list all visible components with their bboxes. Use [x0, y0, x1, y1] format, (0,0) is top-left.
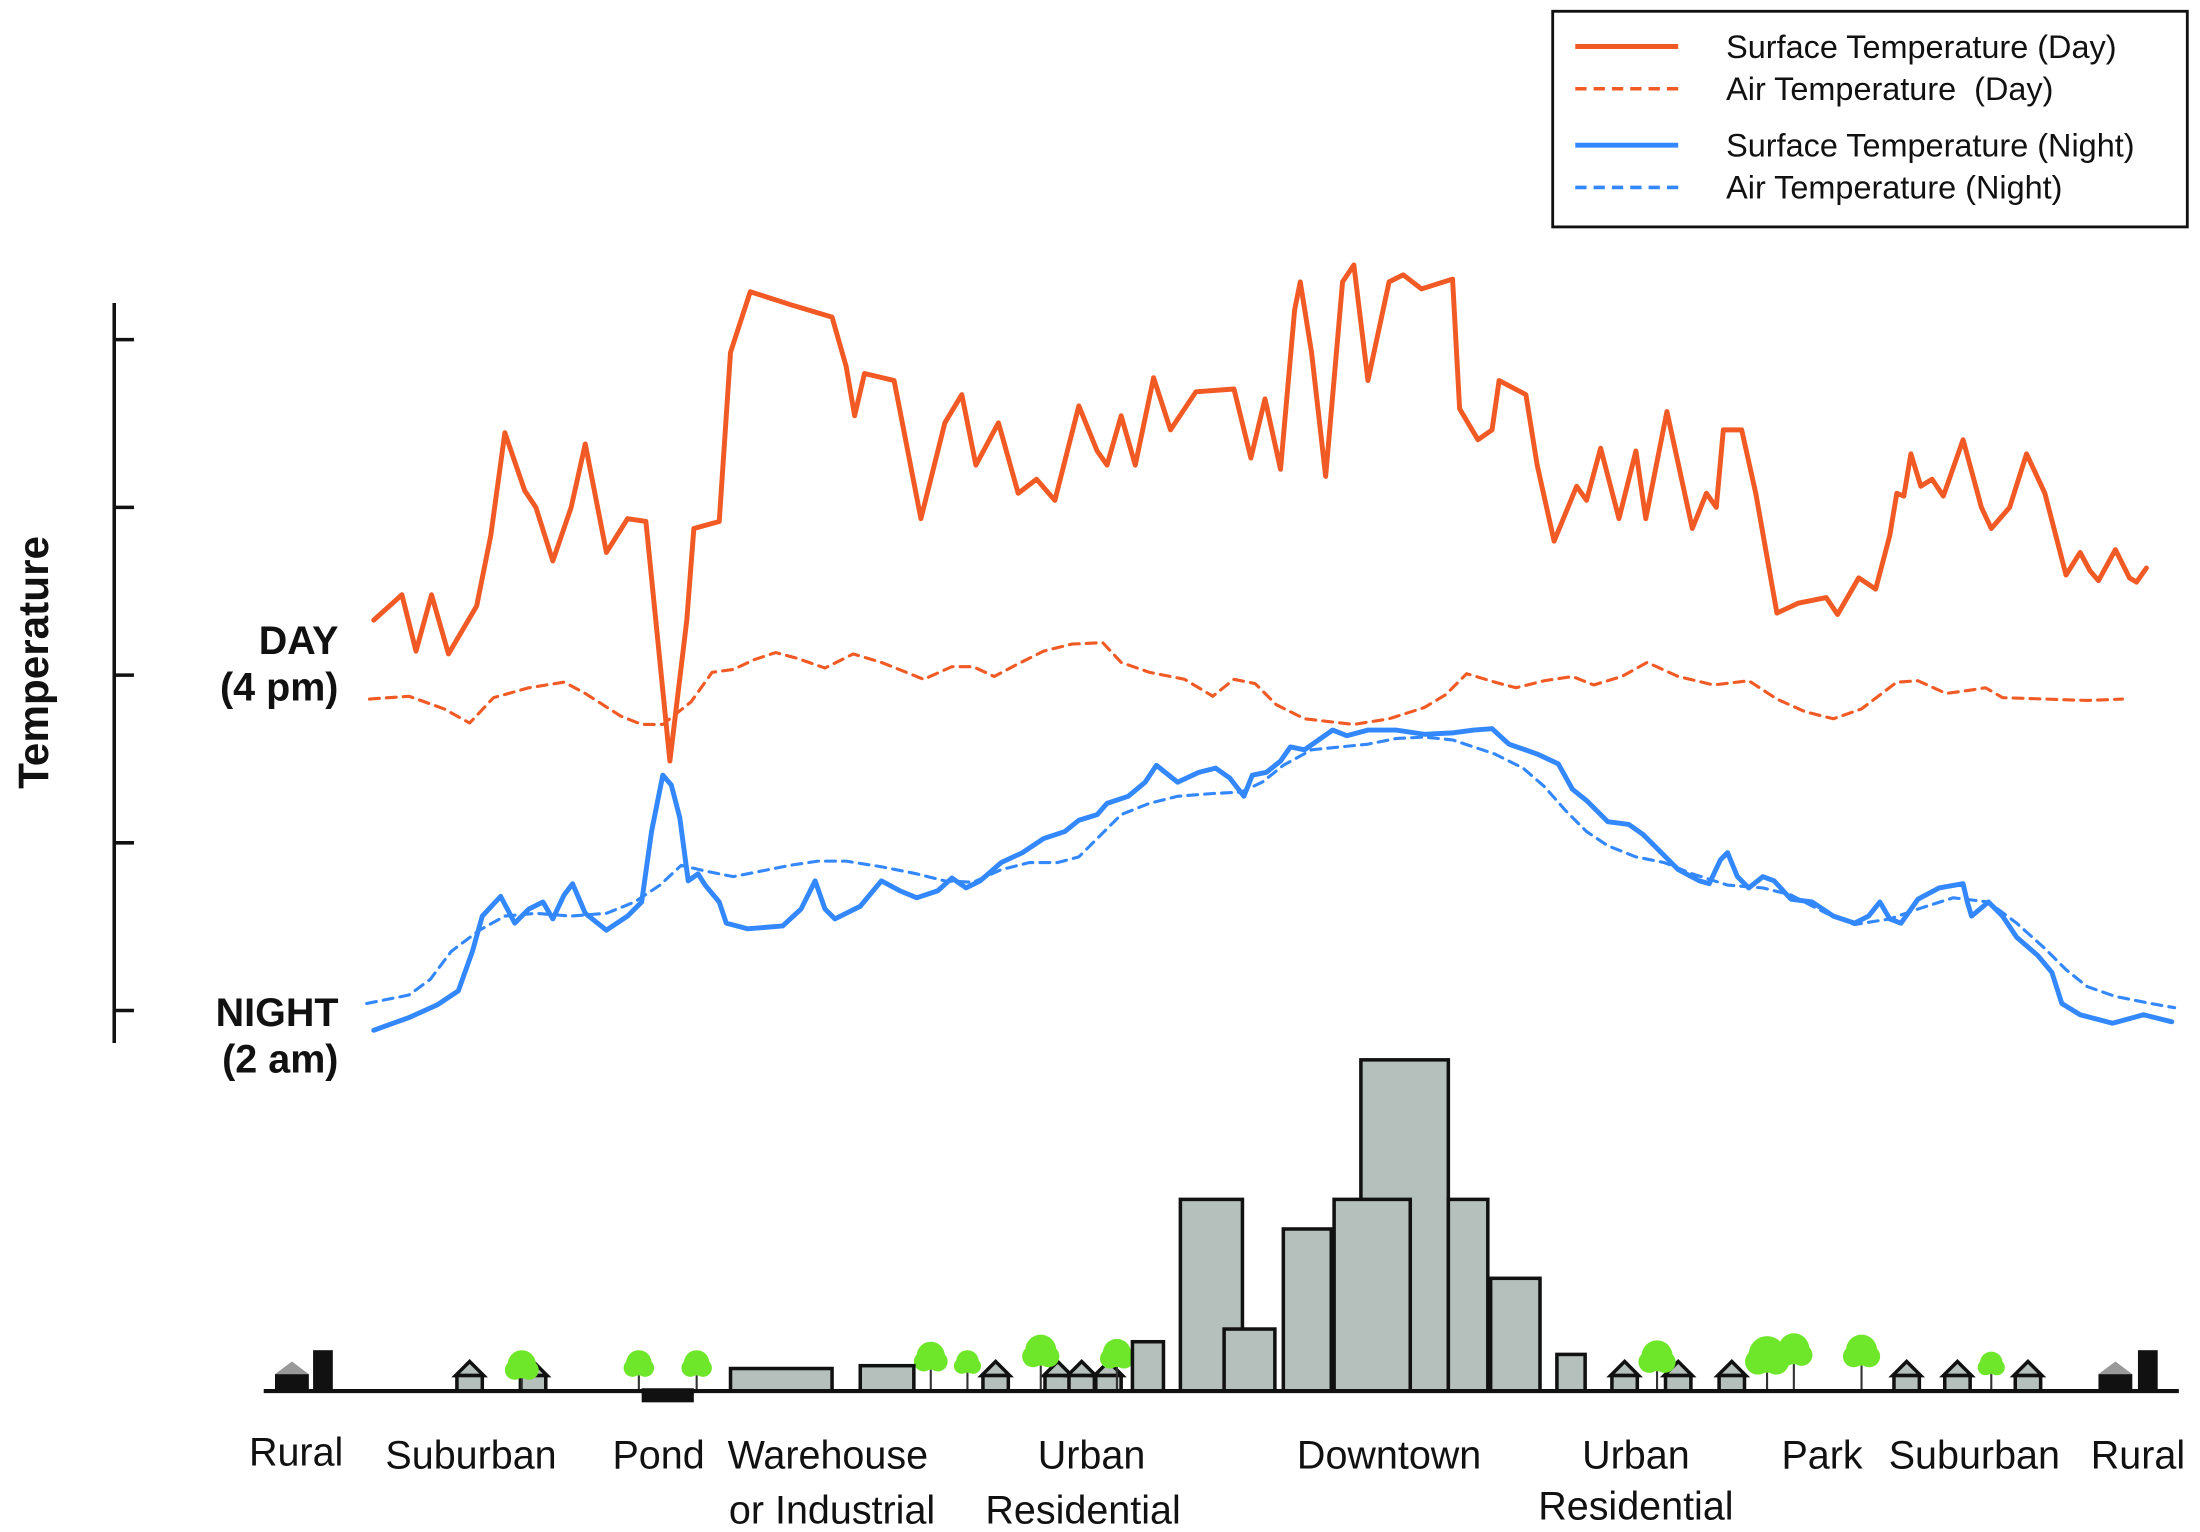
tree-icon	[913, 1341, 948, 1392]
house	[1939, 1358, 1976, 1393]
office-building	[1222, 1327, 1277, 1393]
tree-icon	[504, 1350, 539, 1392]
zone-label-rural-east: Rural	[2091, 1434, 2185, 1478]
barn-roof	[2098, 1361, 2133, 1375]
tree-icon	[953, 1350, 981, 1392]
legend-label-air-day: Air Temperature (Day)	[1726, 71, 2053, 107]
office-tower	[1446, 1197, 1490, 1393]
night-label: NIGHT	[216, 991, 339, 1035]
warehouse-building	[858, 1363, 916, 1393]
rural-farm-right	[2098, 1350, 2158, 1392]
day-time-label: (4 pm)	[220, 665, 338, 709]
zone-label-urban-residential: Urban	[1038, 1434, 1146, 1478]
night-time-label: (2 am)	[222, 1038, 338, 1082]
house	[2009, 1358, 2047, 1393]
rural-farm-left	[275, 1350, 333, 1392]
office-tower	[1332, 1197, 1413, 1393]
zone-label-pond: Pond	[612, 1434, 704, 1478]
tree-icon	[1842, 1334, 1881, 1392]
house	[1606, 1358, 1643, 1393]
tree-icon	[1775, 1333, 1813, 1392]
tree-icon	[681, 1350, 712, 1392]
tree-icon	[1977, 1351, 2005, 1392]
warehouse-building	[728, 1366, 834, 1393]
zone-label-warehouse: Warehouse	[728, 1434, 928, 1478]
series-line-air-temperature-night	[365, 735, 2177, 1010]
series-line-surface-temperature-night	[371, 726, 2175, 1033]
zone-label-downtown: Downtown	[1297, 1434, 1481, 1478]
series-line-surface-temperature-day	[371, 262, 2149, 764]
barn	[275, 1374, 309, 1392]
house	[1713, 1358, 1751, 1393]
tree-icon	[623, 1350, 655, 1392]
zone-label-park: Park	[1781, 1434, 1862, 1478]
series-line-air-temperature-day	[367, 641, 2124, 726]
zone-label-suburban-east: Suburban	[1889, 1434, 2060, 1478]
office-building	[1488, 1276, 1542, 1393]
landscape-profile	[263, 1058, 2179, 1403]
zone-labels: Rural Suburban Pond Warehouse or Industr…	[249, 1431, 2185, 1532]
legend-label-air-night: Air Temperature (Night)	[1726, 170, 2062, 206]
y-axis: Temperature DAY (4 pm) NIGHT (2 am)	[10, 303, 339, 1082]
legend-label-surface-night: Surface Temperature (Night)	[1726, 127, 2134, 163]
tree-icon	[1100, 1338, 1134, 1392]
office-tower	[1281, 1227, 1334, 1393]
house	[977, 1358, 1014, 1393]
zone-label-urban-residential-2: Residential	[985, 1489, 1180, 1532]
apartment-building	[1555, 1352, 1587, 1393]
house	[1090, 1358, 1127, 1393]
zone-label-suburban: Suburban	[385, 1434, 556, 1478]
zone-label-rural: Rural	[249, 1431, 343, 1475]
barn	[2098, 1374, 2133, 1392]
barn-roof	[275, 1361, 309, 1375]
tree-icon	[1638, 1340, 1676, 1392]
y-axis-label: Temperature	[10, 536, 57, 789]
silo	[313, 1350, 333, 1392]
house	[451, 1358, 488, 1393]
house	[1888, 1358, 1926, 1393]
apartment-building	[1130, 1339, 1166, 1393]
house	[1039, 1358, 1077, 1393]
series-group	[365, 262, 2177, 1033]
legend: Surface Temperature (Day) Air Temperatur…	[1551, 9, 2189, 229]
legend-label-surface-day: Surface Temperature (Day)	[1726, 29, 2116, 65]
zone-label-urban-residential-east: Urban	[1582, 1434, 1690, 1478]
silo	[2137, 1350, 2158, 1392]
day-label: DAY	[259, 619, 339, 663]
zone-label-urban-residential-east-2: Residential	[1538, 1484, 1733, 1528]
tree-icon	[1022, 1334, 1060, 1392]
zone-label-warehouse-2: or Industrial	[729, 1489, 935, 1532]
